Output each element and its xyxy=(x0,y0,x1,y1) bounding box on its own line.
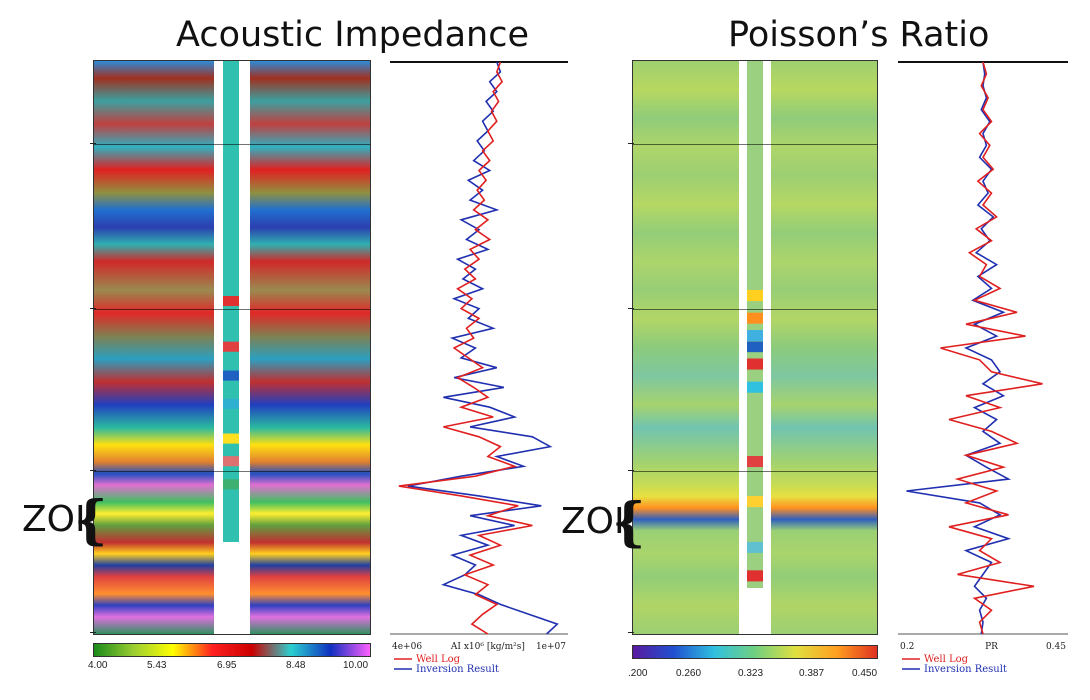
legend-label: Well Log xyxy=(924,654,969,665)
seismic-section xyxy=(93,60,371,635)
well-borehole xyxy=(214,61,250,634)
well-log-curve xyxy=(398,61,533,635)
panel-title: Acoustic Impedance xyxy=(176,15,530,55)
horizon-line xyxy=(94,144,370,145)
log-axis-min: 0.2 xyxy=(900,642,914,652)
colorbar-tick: 10.00 xyxy=(343,660,369,671)
horizon-line xyxy=(633,471,877,472)
well-log-column xyxy=(747,61,763,589)
colorbar-tick: 4.00 xyxy=(88,660,108,671)
colorbar-tick: .200 xyxy=(628,668,648,679)
horizon-line xyxy=(94,471,370,472)
axis-tick xyxy=(628,632,634,633)
axis-tick xyxy=(628,143,634,144)
inversion-result-curve xyxy=(407,61,559,635)
axis-tick xyxy=(90,470,96,471)
log-axis-label: AI x10⁶ [kg/m²s] xyxy=(450,642,525,652)
panel-title: Poisson’s Ratio xyxy=(728,15,990,55)
legend-label: Inversion Result xyxy=(924,664,1007,675)
well-log-curve xyxy=(940,61,1043,635)
axis-tick xyxy=(628,308,634,309)
zoi-label: ZOI xyxy=(22,499,86,540)
colorbar-tick: 0.387 xyxy=(799,668,825,679)
colorbar-tick: 0.260 xyxy=(676,668,702,679)
horizon-line xyxy=(94,309,370,310)
colorbar xyxy=(93,643,371,657)
legend-label: Well Log xyxy=(416,654,461,665)
axis-tick xyxy=(90,143,96,144)
inversion-result-curve xyxy=(906,61,1012,635)
seismic-section xyxy=(632,60,878,635)
colorbar-tick: 0.323 xyxy=(738,668,764,679)
axis-tick xyxy=(628,470,634,471)
colorbar-tick: 8.48 xyxy=(286,660,306,671)
horizon-line xyxy=(633,309,877,310)
log-axis-min: 4e+06 xyxy=(392,642,422,652)
colorbar-tick: 6.95 xyxy=(217,660,237,671)
colorbar-tick: 5.43 xyxy=(147,660,167,671)
acoustic-impedance-log-plot: 4e+06 1e+07 AI x10⁶ [kg/m²s] Well LogInvers… xyxy=(390,61,568,675)
log-axis-label: PR xyxy=(985,642,998,652)
well-borehole xyxy=(739,61,771,634)
zoi-brace: { xyxy=(74,490,108,551)
well-log-column xyxy=(223,61,239,543)
zoi-brace: { xyxy=(612,492,646,553)
colorbar-tick: 0.450 xyxy=(852,668,878,679)
legend-label: Inversion Result xyxy=(416,664,499,675)
colorbar xyxy=(632,645,878,659)
horizon-line xyxy=(633,144,877,145)
log-axis-max: 1e+07 xyxy=(536,642,566,652)
zoi-label: ZOI xyxy=(561,501,625,542)
axis-tick xyxy=(90,632,96,633)
axis-tick xyxy=(90,308,96,309)
log-axis-max: 0.45 xyxy=(1046,642,1066,652)
